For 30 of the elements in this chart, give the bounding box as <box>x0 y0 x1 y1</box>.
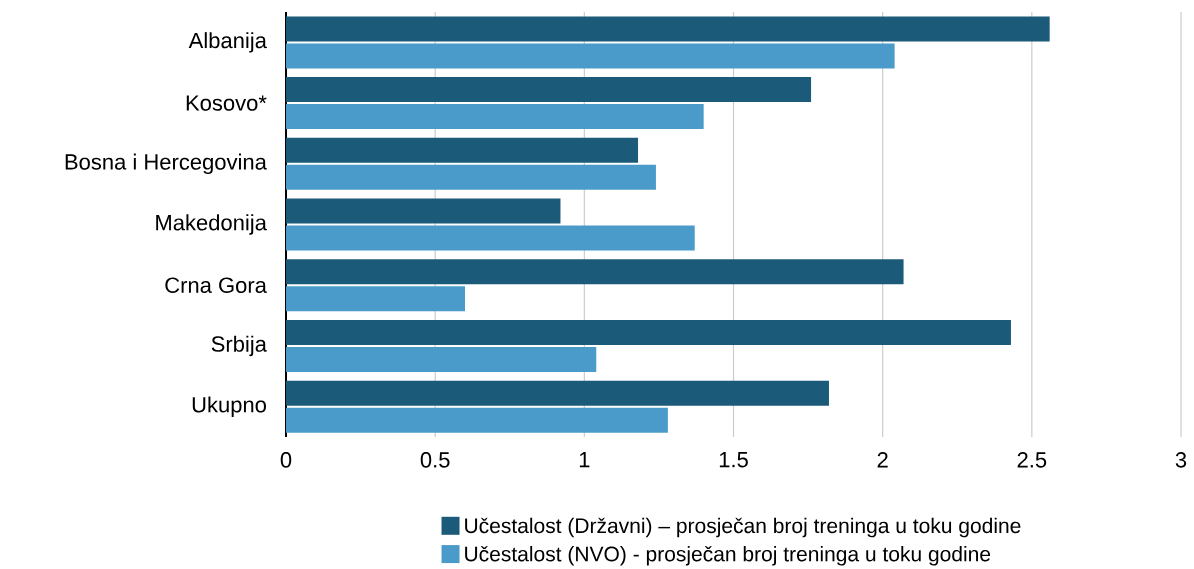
legend-label: Učestalost (Državni) – prosječan broj treninga u toku godine <box>465 517 1021 538</box>
y-tick-label: Ukupno <box>192 396 266 417</box>
legend-label: Učestalost (NVO) - prosječan broj treninga u toku godine <box>465 545 991 566</box>
bar <box>286 16 1050 42</box>
bar <box>286 346 597 372</box>
bar <box>286 380 829 406</box>
x-tick-label: 3 <box>1175 452 1187 468</box>
y-tick-label: Makedonija <box>156 214 267 235</box>
bar <box>286 137 639 163</box>
x-tick-label: 0 <box>280 452 292 468</box>
y-tick-label: Bosna i Hercegovina <box>65 153 267 175</box>
x-tick-label: 2 <box>877 452 888 468</box>
bar <box>286 286 465 312</box>
x-tick-label: 1.5 <box>719 452 748 468</box>
x-tick-label: 2.5 <box>1017 452 1047 468</box>
bar <box>286 164 656 190</box>
y-tick-label: Crna Gora <box>165 277 267 294</box>
y-tick-label: Albanija <box>188 32 267 53</box>
bar <box>286 43 895 69</box>
y-tick-label: Srbija <box>211 335 267 357</box>
bar <box>286 225 695 251</box>
bar <box>286 198 561 224</box>
bar <box>286 259 904 285</box>
bar <box>286 407 668 433</box>
y-tick-label: Kosovo* <box>186 95 267 111</box>
bar <box>286 104 704 130</box>
bar <box>286 319 1011 345</box>
bar <box>286 77 812 103</box>
x-tick-label: 0.5 <box>420 452 450 468</box>
x-tick-label: 1 <box>579 452 590 468</box>
